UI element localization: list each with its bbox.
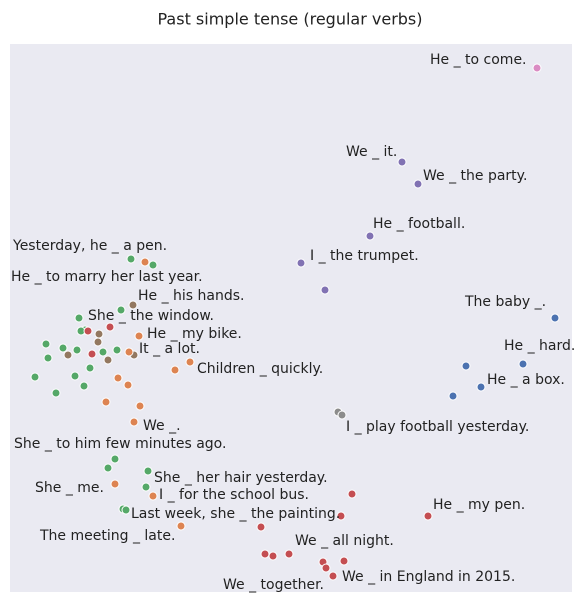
point: [268, 551, 278, 561]
annotation: We _ the party.: [423, 168, 527, 184]
point: [140, 257, 150, 267]
point: [148, 260, 158, 270]
point: [63, 350, 73, 360]
point: [461, 361, 471, 371]
point: [476, 382, 486, 392]
annotation: Yesterday, he _ a pen.: [12, 238, 167, 254]
point: [337, 410, 347, 420]
annotation: He _ hard.: [504, 338, 575, 354]
point: [141, 482, 151, 492]
point: [43, 353, 53, 363]
plot-area: [10, 44, 572, 592]
point: [87, 349, 97, 359]
annotation: I _ the trumpet.: [310, 248, 419, 264]
point: [328, 571, 338, 581]
point: [72, 345, 82, 355]
point: [148, 491, 158, 501]
point: [126, 254, 136, 264]
annotation: She _ to him few minutes ago.: [14, 436, 226, 452]
point: [397, 157, 407, 167]
annotation: He _ to come.: [430, 52, 527, 68]
point: [121, 505, 131, 515]
annotation: He _ my bike.: [147, 326, 242, 342]
point: [336, 511, 346, 521]
point: [185, 357, 195, 367]
annotation: He _ my pen.: [433, 497, 525, 513]
annotation: Children _ quickly.: [197, 361, 323, 377]
point: [79, 381, 89, 391]
annotation: The baby _.: [464, 294, 546, 310]
annotation: She _ me.: [35, 480, 104, 496]
point: [260, 549, 270, 559]
point: [110, 454, 120, 464]
point: [321, 563, 331, 573]
point: [30, 372, 40, 382]
point: [105, 322, 115, 332]
point: [93, 337, 103, 347]
annotation: He _ to marry her last year.: [11, 269, 203, 285]
point: [116, 305, 126, 315]
point: [320, 285, 330, 295]
annotation: It _ a lot.: [139, 341, 200, 357]
point: [365, 231, 375, 241]
annotation: We _.: [143, 418, 181, 434]
point: [51, 388, 61, 398]
point: [550, 313, 560, 323]
point: [74, 313, 84, 323]
annotation: I _ play football yesterday.: [346, 419, 529, 435]
point: [518, 359, 528, 369]
point: [123, 380, 133, 390]
annotation: She _ her hair yesterday.: [154, 470, 328, 486]
point: [83, 326, 93, 336]
annotation: We _ it.: [346, 144, 397, 160]
point: [41, 339, 51, 349]
point: [135, 401, 145, 411]
point: [70, 371, 80, 381]
chart-title: Past simple tense (regular verbs): [158, 10, 423, 29]
point: [532, 63, 542, 73]
point: [347, 489, 357, 499]
annotation: She _ the window.: [88, 308, 214, 324]
point: [413, 179, 423, 189]
point: [143, 466, 153, 476]
annotation: He _ a box.: [487, 372, 565, 388]
point: [128, 300, 138, 310]
point: [170, 365, 180, 375]
point: [134, 331, 144, 341]
annotation: He _ his hands.: [138, 288, 245, 304]
point: [339, 556, 349, 566]
annotation: We _ all night.: [295, 533, 394, 549]
annotation: The meeting _ late.: [39, 528, 175, 544]
point: [103, 355, 113, 365]
point: [112, 345, 122, 355]
annotation: He _ football.: [373, 216, 465, 232]
point: [101, 397, 111, 407]
point: [113, 373, 123, 383]
point: [256, 522, 266, 532]
point: [58, 343, 68, 353]
point: [284, 549, 294, 559]
point: [129, 417, 139, 427]
point: [94, 329, 104, 339]
point: [448, 391, 458, 401]
annotation: I _ for the school bus.: [159, 487, 309, 503]
point: [124, 347, 134, 357]
point: [296, 258, 306, 268]
annotation: We _ in England in 2015.: [342, 569, 515, 585]
point: [423, 511, 433, 521]
annotation: We _ together.: [223, 577, 324, 593]
annotation: Last week, she _ the painting.: [131, 506, 340, 522]
point: [98, 347, 108, 357]
point: [176, 521, 186, 531]
point: [85, 363, 95, 373]
point: [103, 463, 113, 473]
point: [110, 479, 120, 489]
